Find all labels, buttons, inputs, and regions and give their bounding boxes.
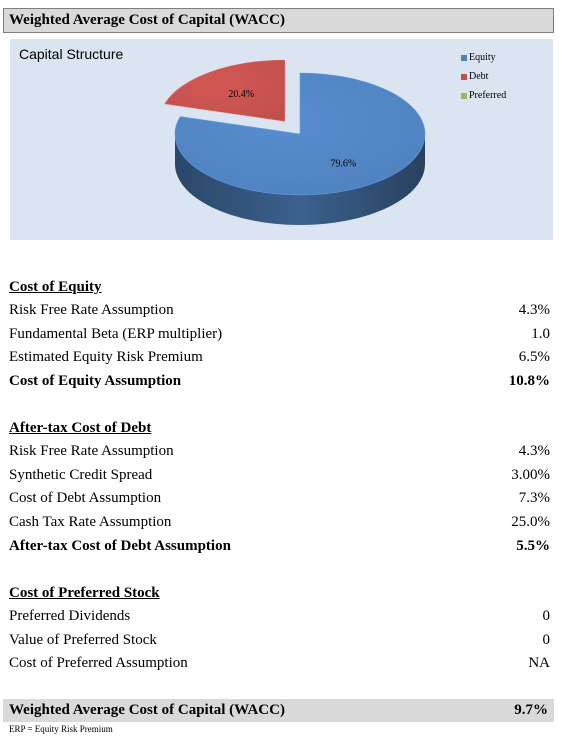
legend-item-preferred: Preferred bbox=[461, 86, 506, 105]
legend-label-preferred: Preferred bbox=[469, 90, 507, 101]
preferred-row-value: Value of Preferred Stock 0 bbox=[9, 629, 550, 653]
debt-row-total: After-tax Cost of Debt Assumption 5.5% bbox=[9, 535, 550, 559]
preferred-row-dividends: Preferred Dividends 0 bbox=[9, 605, 550, 629]
legend-swatch-debt bbox=[461, 73, 467, 80]
row-value: 1.0 bbox=[531, 325, 550, 342]
row-label: Cost of Debt Assumption bbox=[9, 490, 162, 507]
row-value: 5.5% bbox=[516, 537, 550, 554]
equity-row-beta: Fundamental Beta (ERP multiplier) 1.0 bbox=[9, 323, 550, 347]
chart-legend: Equity Debt Preferred bbox=[461, 48, 506, 105]
row-value: NA bbox=[528, 655, 550, 672]
equity-row-risk-free: Risk Free Rate Assumption 4.3% bbox=[9, 299, 550, 323]
pie-slice-side bbox=[175, 134, 425, 225]
pie-data-label: 20.4% bbox=[228, 89, 254, 100]
pie-slice-debt: 20.4% bbox=[164, 59, 285, 122]
debt-row-credit-spread: Synthetic Credit Spread 3.00% bbox=[9, 464, 550, 488]
preferred-row-cost: Cost of Preferred Assumption NA bbox=[9, 652, 550, 676]
row-label: Fundamental Beta (ERP multiplier) bbox=[9, 325, 223, 342]
row-label: Value of Preferred Stock bbox=[9, 631, 157, 648]
row-value: 3.00% bbox=[511, 466, 550, 483]
row-label: Synthetic Credit Spread bbox=[9, 466, 153, 483]
row-value: 10.8% bbox=[508, 373, 550, 390]
chart-title: Capital Structure bbox=[19, 46, 124, 62]
debt-row-cost-of-debt: Cost of Debt Assumption 7.3% bbox=[9, 487, 550, 511]
legend-item-equity: Equity bbox=[461, 48, 506, 67]
pie-chart-svg: 20.4% 79.6% bbox=[164, 59, 426, 225]
equity-row-total: Cost of Equity Assumption 10.8% bbox=[9, 370, 550, 394]
row-label: Estimated Equity Risk Premium bbox=[9, 349, 203, 366]
legend-label-equity: Equity bbox=[469, 52, 496, 63]
legend-label-debt: Debt bbox=[469, 71, 489, 82]
row-label: Preferred Dividends bbox=[9, 608, 131, 624]
legend-item-debt: Debt bbox=[461, 67, 506, 86]
row-label: Cost of Preferred Assumption bbox=[9, 655, 188, 672]
row-value: 25.0% bbox=[511, 514, 550, 531]
debt-row-tax-rate: Cash Tax Rate Assumption 25.0% bbox=[9, 511, 550, 535]
cost-of-debt-section: After-tax Cost of Debt Risk Free Rate As… bbox=[9, 417, 550, 558]
row-label: Risk Free Rate Assumption bbox=[9, 443, 174, 459]
row-label: After-tax Cost of Debt Assumption bbox=[9, 537, 231, 554]
wacc-label: Weighted Average Cost of Capital (WACC) bbox=[9, 702, 285, 718]
cost-of-debt-heading: After-tax Cost of Debt bbox=[9, 420, 152, 436]
pie-data-label: 79.6% bbox=[330, 158, 356, 169]
cost-of-preferred-heading: Cost of Preferred Stock bbox=[9, 585, 160, 601]
debt-row-risk-free: Risk Free Rate Assumption 4.3% bbox=[9, 440, 550, 464]
capital-structure-chart: 20.4% 79.6% Capital Structure Equity Debt… bbox=[10, 39, 553, 240]
pie-slice-equity: 79.6% bbox=[174, 72, 426, 225]
row-label: Risk Free Rate Assumption bbox=[9, 302, 174, 318]
pie-slice-top bbox=[164, 59, 285, 122]
legend-swatch-preferred bbox=[461, 92, 467, 99]
row-value: 0 bbox=[542, 631, 551, 648]
row-value: 4.3% bbox=[518, 443, 550, 459]
pie-slice-top bbox=[174, 72, 426, 196]
cost-of-equity-section: Cost of Equity Risk Free Rate Assumption… bbox=[9, 276, 550, 394]
row-value: 7.3% bbox=[518, 490, 550, 507]
wacc-value: 9.7% bbox=[514, 702, 548, 718]
row-value: 0 bbox=[542, 608, 551, 624]
row-value: 4.3% bbox=[518, 302, 550, 318]
row-value: 6.5% bbox=[518, 349, 550, 366]
legend-swatch-equity bbox=[461, 54, 467, 61]
row-label: Cash Tax Rate Assumption bbox=[9, 514, 172, 531]
wacc-total-bar: Weighted Average Cost of Capital (WACC) … bbox=[3, 699, 554, 722]
footnote: ERP = Equity Risk Premium bbox=[9, 724, 113, 734]
equity-row-erp: Estimated Equity Risk Premium 6.5% bbox=[9, 346, 550, 370]
row-label: Cost of Equity Assumption bbox=[9, 373, 182, 390]
cost-of-preferred-section: Cost of Preferred Stock Preferred Divide… bbox=[9, 582, 550, 676]
cost-of-equity-heading: Cost of Equity bbox=[9, 279, 102, 295]
page-title: Weighted Average Cost of Capital (WACC) bbox=[3, 8, 554, 33]
